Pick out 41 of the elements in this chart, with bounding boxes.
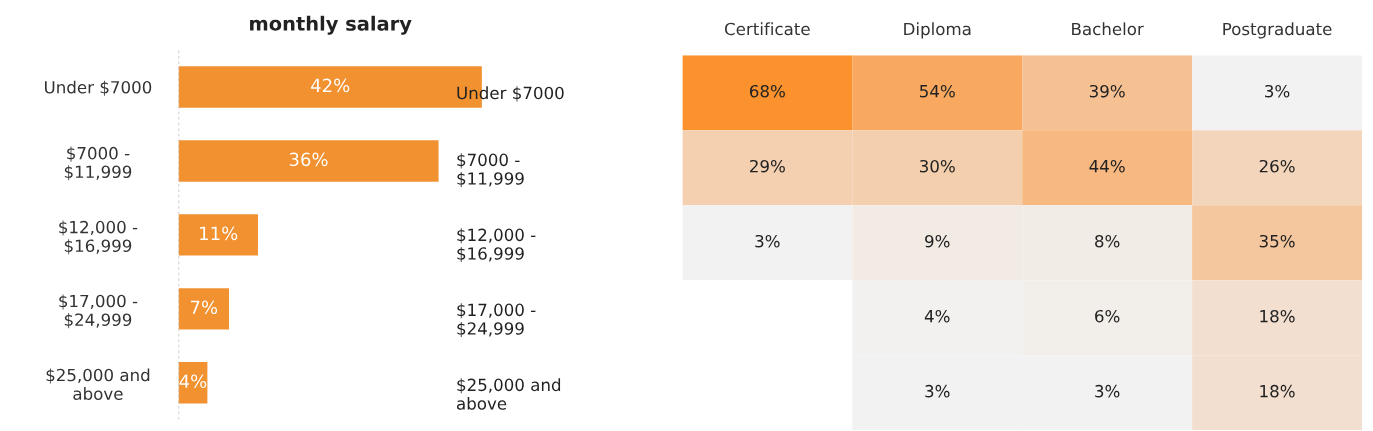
y-tick-label: Under $7000 — [457, 86, 564, 102]
data-label: 3% — [755, 234, 780, 248]
data-label: 4% — [179, 374, 207, 389]
x-tick-label: Bachelor — [1072, 22, 1144, 36]
data-label: 3% — [1095, 384, 1120, 398]
data-label: 30% — [919, 159, 955, 173]
y-tick-label: $17,000 - $24,999 — [59, 294, 138, 329]
x-tick-label: Certificate — [724, 22, 810, 36]
bar — [178, 140, 439, 182]
x-tick-label: Diploma — [904, 22, 971, 39]
data-label: 42% — [311, 78, 350, 93]
data-label: 6% — [1095, 309, 1120, 323]
data-label: 26% — [1259, 159, 1295, 173]
data-label: 29% — [750, 159, 785, 173]
y-tick-label: $17,000 - $24,999 — [457, 303, 536, 338]
data-label: 35% — [1259, 234, 1295, 248]
data-label: 54% — [920, 84, 955, 98]
y-tick-label: Under $7000 — [45, 80, 152, 96]
data-label: 11% — [200, 226, 238, 241]
data-label: 9% — [925, 234, 950, 248]
data-label: 3% — [1265, 84, 1290, 98]
data-label: 4% — [924, 309, 950, 323]
data-label: 68% — [749, 84, 785, 98]
data-label: 8% — [1095, 234, 1120, 248]
data-label: 3% — [925, 384, 950, 398]
y-tick-label: $25,000 and above — [456, 378, 561, 410]
y-tick-label: $12,000 - $16,999 — [457, 228, 536, 263]
data-label: 39% — [1089, 84, 1125, 98]
chart-title: monthly salary — [250, 15, 412, 35]
x-tick-label: Postgraduate — [1223, 22, 1332, 39]
y-tick-label: $7000 - $11,999 — [64, 146, 132, 181]
y-tick-label: $25,000 and above — [46, 368, 150, 400]
y-tick-label: $12,000 - $16,999 — [59, 220, 138, 255]
data-label: 18% — [1260, 384, 1295, 398]
data-label: 18% — [1260, 309, 1295, 323]
data-label: 44% — [1089, 159, 1125, 173]
bar — [178, 214, 258, 256]
y-tick-label: $7000 - $11,999 — [457, 153, 524, 188]
data-label: 36% — [289, 152, 328, 167]
bar — [178, 288, 230, 330]
data-label: 7% — [190, 300, 218, 315]
